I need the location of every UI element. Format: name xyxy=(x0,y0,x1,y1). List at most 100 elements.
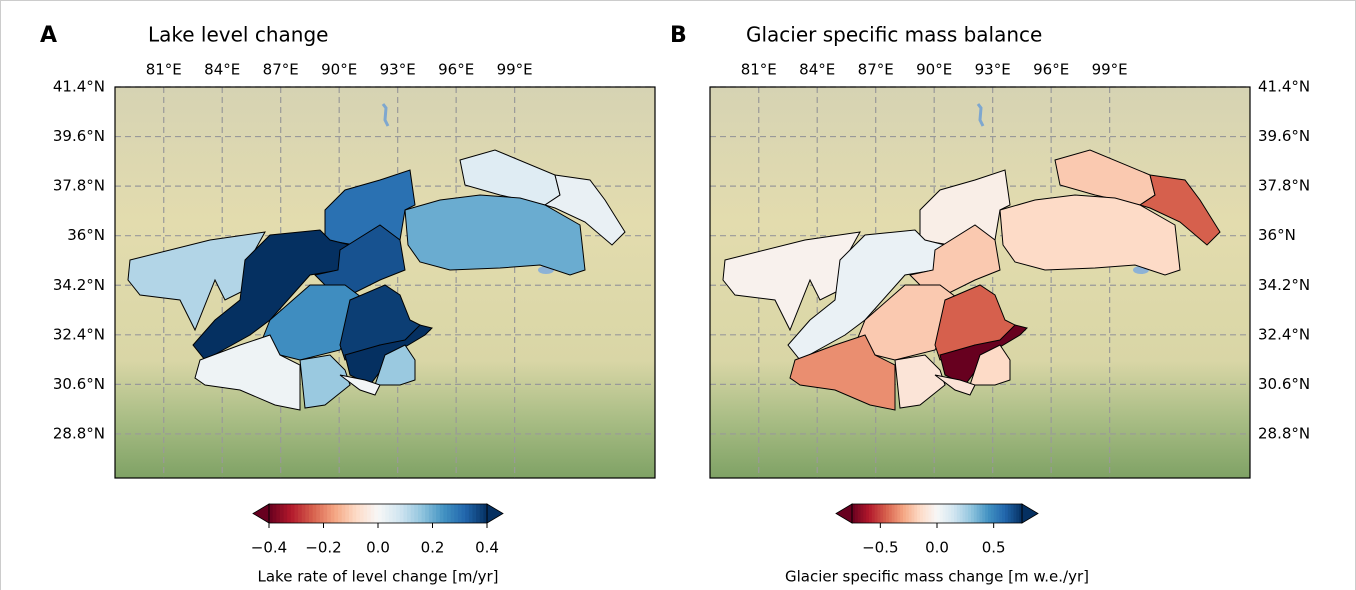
colorbar-segment xyxy=(469,504,473,523)
lat-tick-label: 41.4°N xyxy=(1258,78,1310,96)
panel-title: Lake level change xyxy=(148,23,328,47)
colorbar-segment xyxy=(313,504,317,523)
colorbar-extend xyxy=(836,504,852,523)
colorbar-segment xyxy=(454,504,458,523)
lat-tick-label: 39.6°N xyxy=(53,127,105,145)
lat-tick-label: 30.6°N xyxy=(1258,375,1310,393)
colorbar-segment xyxy=(356,504,360,523)
colorbar-segment xyxy=(472,504,476,523)
colorbar-segment xyxy=(360,504,364,523)
colorbar-segment xyxy=(414,504,418,523)
colorbar-segment xyxy=(287,504,291,523)
colorbar-segment xyxy=(422,504,426,523)
panel-letter: B xyxy=(670,23,687,48)
colorbar-segment xyxy=(374,504,378,523)
colorbar-segment xyxy=(393,504,397,523)
colorbar-segment xyxy=(440,504,444,523)
colorbar-segment xyxy=(324,504,328,523)
colorbar-segment xyxy=(462,504,466,523)
colorbar-segment xyxy=(396,504,400,523)
figure: ALake level change81°E84°E87°E90°E93°E96… xyxy=(0,0,1356,590)
panel-letter: A xyxy=(40,23,57,48)
colorbar-tick-label: 0.5 xyxy=(982,539,1006,557)
colorbar-tick-label: 0.0 xyxy=(925,539,949,557)
lat-tick-label: 39.6°N xyxy=(1258,127,1310,145)
lon-tick-label: 93°E xyxy=(975,61,1011,79)
colorbar-extend xyxy=(253,504,269,523)
colorbar-tick-label: −0.4 xyxy=(251,539,287,557)
colorbar-label: Lake rate of level change [m/yr] xyxy=(258,568,499,586)
colorbar-segment xyxy=(349,504,353,523)
colorbar-segment xyxy=(291,504,295,523)
colorbar-extend xyxy=(1022,504,1038,523)
colorbar-segment xyxy=(436,504,440,523)
lon-tick-label: 81°E xyxy=(146,61,182,79)
colorbar-segment xyxy=(451,504,455,523)
lon-tick-label: 99°E xyxy=(1092,61,1128,79)
lat-tick-label: 28.8°N xyxy=(1258,424,1310,442)
colorbar-segment xyxy=(273,504,277,523)
colorbar-tick-label: 0.0 xyxy=(366,539,390,557)
lat-tick-label: 28.8°N xyxy=(53,424,105,442)
colorbar-segment xyxy=(342,504,346,523)
lon-tick-label: 90°E xyxy=(321,61,357,79)
colorbar-segment xyxy=(298,504,302,523)
colorbar-segment xyxy=(367,504,371,523)
colorbar-segment xyxy=(316,504,320,523)
panel-title: Glacier specific mass balance xyxy=(746,23,1042,47)
colorbar-tick-label: −0.5 xyxy=(862,539,898,557)
lat-tick-label: 41.4°N xyxy=(53,78,105,96)
lon-tick-label: 84°E xyxy=(204,61,240,79)
colorbar-segment xyxy=(305,504,309,523)
colorbar-segment xyxy=(331,504,335,523)
lon-tick-label: 81°E xyxy=(741,61,777,79)
colorbar-tick-label: 0.4 xyxy=(475,539,499,557)
lat-tick-label: 36°N xyxy=(1258,226,1296,244)
colorbar-segment xyxy=(294,504,298,523)
colorbar-segment xyxy=(407,504,411,523)
colorbar-segment xyxy=(382,504,386,523)
colorbar-segment xyxy=(284,504,288,523)
lat-tick-label: 34.2°N xyxy=(53,276,105,294)
colorbar-segment xyxy=(334,504,338,523)
lat-tick-label: 34.2°N xyxy=(1258,276,1310,294)
colorbar-extend xyxy=(487,504,503,523)
colorbar-segment xyxy=(400,504,404,523)
colorbar-segment xyxy=(269,504,273,523)
lat-tick-label: 37.8°N xyxy=(53,177,105,195)
lon-tick-label: 93°E xyxy=(380,61,416,79)
colorbar-segment xyxy=(458,504,462,523)
map-panel: ALake level change81°E84°E87°E90°E93°E96… xyxy=(40,23,655,586)
colorbar-segment xyxy=(465,504,469,523)
colorbar-segment xyxy=(338,504,342,523)
lon-tick-label: 90°E xyxy=(916,61,952,79)
colorbar-segment xyxy=(302,504,306,523)
lon-tick-label: 84°E xyxy=(799,61,835,79)
colorbar-segment xyxy=(327,504,331,523)
colorbar-segment xyxy=(418,504,422,523)
lon-tick-label: 87°E xyxy=(263,61,299,79)
colorbar-segment xyxy=(353,504,357,523)
colorbar-segment xyxy=(433,504,437,523)
colorbar-segment xyxy=(309,504,313,523)
colorbar-segment xyxy=(476,504,480,523)
colorbar-segment xyxy=(345,504,349,523)
lat-tick-label: 32.4°N xyxy=(53,325,105,343)
lat-tick-label: 36°N xyxy=(67,226,105,244)
map-panel: B Glacier specific mass balance 81°E 84°E 87… xyxy=(670,23,1310,586)
colorbar-segment xyxy=(425,504,429,523)
lat-tick-label: 30.6°N xyxy=(53,375,105,393)
colorbar-segment xyxy=(411,504,415,523)
lon-tick-label: 99°E xyxy=(497,61,533,79)
colorbar-segment xyxy=(378,504,382,523)
colorbar-segment xyxy=(320,504,324,523)
lon-tick-label: 87°E xyxy=(858,61,894,79)
colorbar-tick-label: 0.2 xyxy=(421,539,445,557)
colorbar-segment xyxy=(443,504,447,523)
colorbar-segment xyxy=(389,504,393,523)
lat-tick-label: 32.4°N xyxy=(1258,325,1310,343)
colorbar-segment xyxy=(276,504,280,523)
colorbar-tick-label: −0.2 xyxy=(305,539,341,557)
colorbar-segment xyxy=(480,504,484,523)
colorbar-label: Glacier specific mass change [m w.e./yr] xyxy=(785,568,1089,586)
